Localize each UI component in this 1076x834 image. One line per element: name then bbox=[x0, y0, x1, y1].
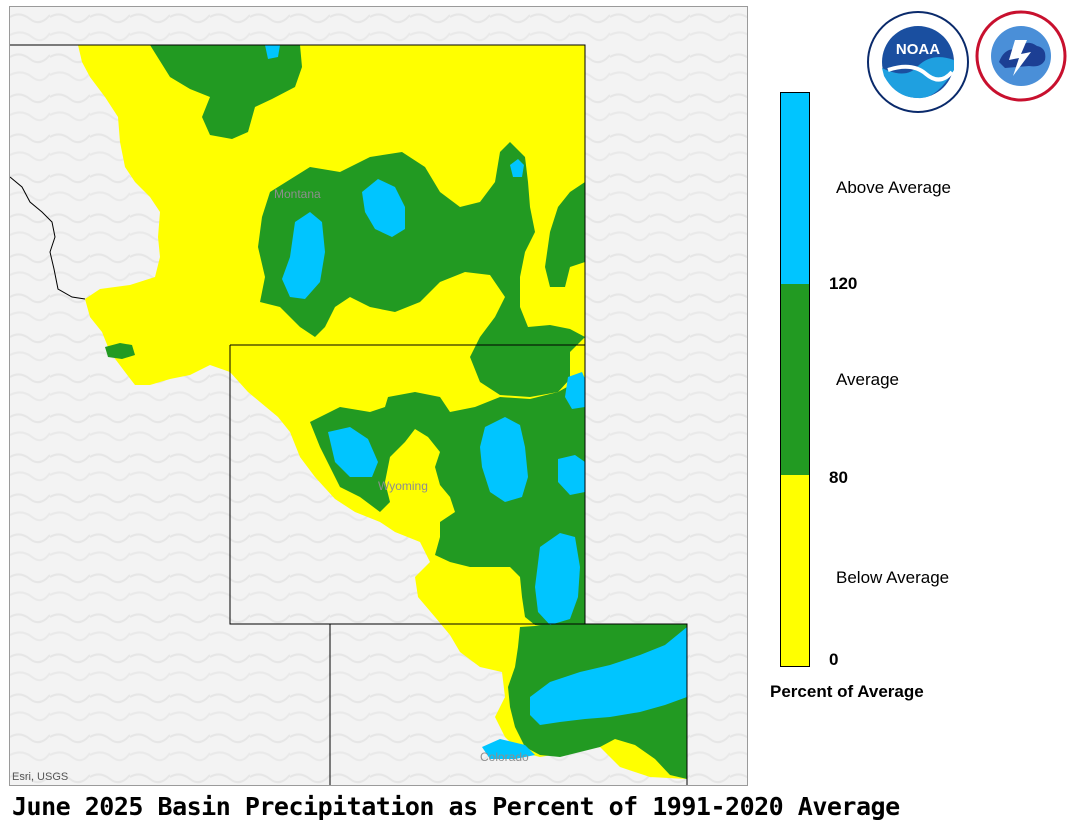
nws-logo bbox=[975, 10, 1067, 102]
legend-label-average: Average bbox=[836, 370, 900, 389]
map-attribution: Esri, USGS bbox=[12, 771, 69, 783]
noaa-logo: NOAA bbox=[867, 11, 969, 113]
above-average-region-7 bbox=[558, 455, 585, 495]
noaa-logo-text: NOAA bbox=[896, 41, 940, 58]
above-average-region-10 bbox=[510, 159, 524, 177]
legend-label-above: Above Average bbox=[836, 178, 951, 197]
average-region-west bbox=[105, 343, 135, 359]
legend-swatch-above bbox=[781, 93, 809, 284]
colorado-label: Colorado bbox=[480, 750, 529, 764]
above-average-region-11 bbox=[482, 739, 535, 759]
montana-label: Montana bbox=[274, 187, 321, 201]
legend-color-bar bbox=[780, 92, 810, 667]
above-average-region-3 bbox=[362, 179, 405, 237]
state-boundaries bbox=[10, 44, 688, 785]
legend-title: Percent of Average bbox=[770, 682, 924, 701]
legend-swatch-below bbox=[781, 475, 809, 666]
above-average-region-5 bbox=[480, 417, 528, 502]
above-average-region-4 bbox=[328, 427, 378, 477]
legend-break-120: 120 bbox=[829, 274, 858, 293]
legend-swatch-average bbox=[781, 284, 809, 475]
map-title: June 2025 Basin Precipitation as Percent… bbox=[12, 792, 900, 821]
above-average-region-6 bbox=[565, 372, 585, 409]
average-region-north bbox=[150, 45, 302, 139]
above-average-region-9 bbox=[530, 627, 687, 725]
legend-break-0: 0 bbox=[829, 650, 839, 669]
average-region-central-montana bbox=[258, 142, 585, 397]
above-average-region-2 bbox=[282, 212, 325, 299]
wyoming-label: Wyoming bbox=[378, 479, 428, 493]
legend-label-below: Below Average bbox=[836, 568, 950, 587]
legend-break-80: 80 bbox=[829, 468, 848, 487]
map-canvas bbox=[10, 7, 747, 785]
above-average-region-1 bbox=[265, 45, 280, 59]
above-average-region-8 bbox=[535, 533, 580, 625]
precipitation-map[interactable]: Montana Wyoming Colorado Esri, USGS bbox=[9, 6, 748, 786]
